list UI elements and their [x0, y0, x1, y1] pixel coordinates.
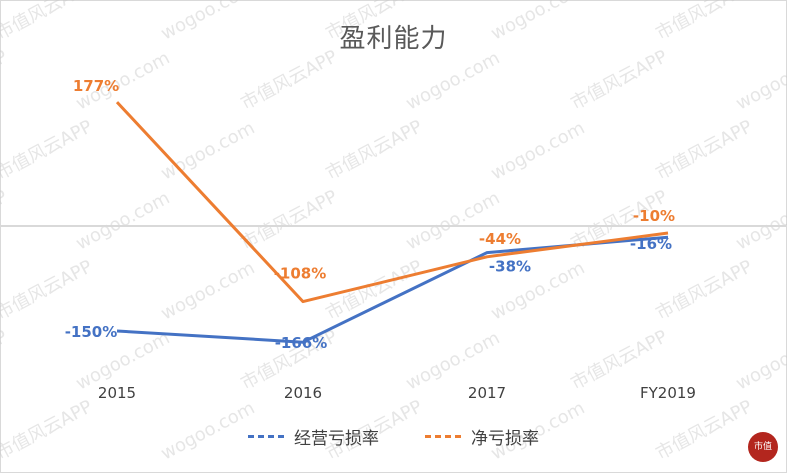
data-label-operating: -150%: [65, 323, 118, 341]
data-label-net: 177%: [73, 77, 119, 95]
data-label-net: -108%: [274, 265, 327, 283]
watermark-text: 市值风云APP: [237, 186, 341, 254]
watermark-text: wogoo.com: [72, 187, 173, 254]
watermark-text: wogoo.com: [157, 117, 258, 184]
x-tick-label: 2015: [98, 384, 136, 402]
watermark-text: 市值风云APP: [652, 116, 756, 184]
watermark-text: 市值风云APP: [322, 116, 426, 184]
watermark-text: 市值风云APP: [0, 256, 96, 324]
watermark-text: 市值风云APP: [0, 46, 11, 114]
watermark-text: 市值风云APP: [237, 46, 341, 114]
x-tick-label: 2016: [284, 384, 322, 402]
legend-label-operating: 经营亏损率: [294, 429, 379, 449]
legend-item-net: 净亏损率: [425, 424, 539, 449]
watermark-text: 市值风云APP: [567, 46, 671, 114]
watermark-text: 市值风云APP: [652, 256, 756, 324]
legend-label-net: 净亏损率: [471, 429, 539, 449]
watermark-text: 市值风云APP: [0, 326, 11, 394]
data-label-net: -44%: [479, 230, 521, 248]
series-line-net: [115, 101, 669, 304]
watermark-text: 市值风云APP: [0, 116, 96, 184]
watermark-text: wogoo.com: [402, 47, 503, 114]
watermark-text: wogoo.com: [487, 117, 588, 184]
watermark-text: wogoo.com: [732, 187, 787, 254]
watermark-seal: 市值: [748, 432, 778, 462]
x-tick-label: 2017: [468, 384, 506, 402]
legend-item-operating: 经营亏损率: [248, 424, 379, 449]
legend-swatch-operating: [248, 435, 284, 438]
data-label-operating: -16%: [630, 235, 672, 253]
data-label-net: -10%: [633, 207, 675, 225]
x-tick-label: FY2019: [640, 384, 696, 402]
watermark-text: wogoo.com: [732, 47, 787, 114]
legend-swatch-net: [425, 435, 461, 438]
watermark-text: wogoo.com: [157, 257, 258, 324]
watermark-text: 市值风云APP: [0, 186, 11, 254]
watermark-text: wogoo.com: [732, 327, 787, 394]
data-label-operating: -166%: [275, 334, 328, 352]
data-label-operating: -38%: [489, 258, 531, 276]
legend: 经营亏损率 净亏损率: [0, 424, 787, 449]
chart-title: 盈利能力: [339, 24, 448, 54]
